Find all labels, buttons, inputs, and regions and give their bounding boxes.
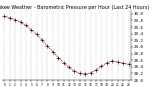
Text: 4: 4 bbox=[25, 83, 27, 87]
Text: 23: 23 bbox=[127, 83, 130, 87]
Text: 6: 6 bbox=[36, 83, 38, 87]
Text: 3: 3 bbox=[20, 83, 21, 87]
Text: 22: 22 bbox=[121, 83, 125, 87]
Text: 19: 19 bbox=[105, 83, 109, 87]
Text: 11: 11 bbox=[62, 83, 66, 87]
Text: 9: 9 bbox=[52, 83, 54, 87]
Text: 21: 21 bbox=[116, 83, 120, 87]
Text: 18: 18 bbox=[100, 83, 103, 87]
Text: 16: 16 bbox=[89, 83, 93, 87]
Text: 2: 2 bbox=[14, 83, 16, 87]
Text: 20: 20 bbox=[110, 83, 114, 87]
Text: 7: 7 bbox=[41, 83, 43, 87]
Text: 12: 12 bbox=[67, 83, 71, 87]
Text: 10: 10 bbox=[56, 83, 60, 87]
Text: 0: 0 bbox=[3, 83, 5, 87]
Text: 15: 15 bbox=[83, 83, 87, 87]
Text: 17: 17 bbox=[94, 83, 98, 87]
Text: 8: 8 bbox=[47, 83, 48, 87]
Title: Milwaukee Weather - Barometric Pressure per Hour (Last 24 Hours): Milwaukee Weather - Barometric Pressure … bbox=[0, 5, 149, 10]
Text: 14: 14 bbox=[78, 83, 82, 87]
Text: 5: 5 bbox=[30, 83, 32, 87]
Text: 1: 1 bbox=[9, 83, 11, 87]
Text: 13: 13 bbox=[73, 83, 76, 87]
